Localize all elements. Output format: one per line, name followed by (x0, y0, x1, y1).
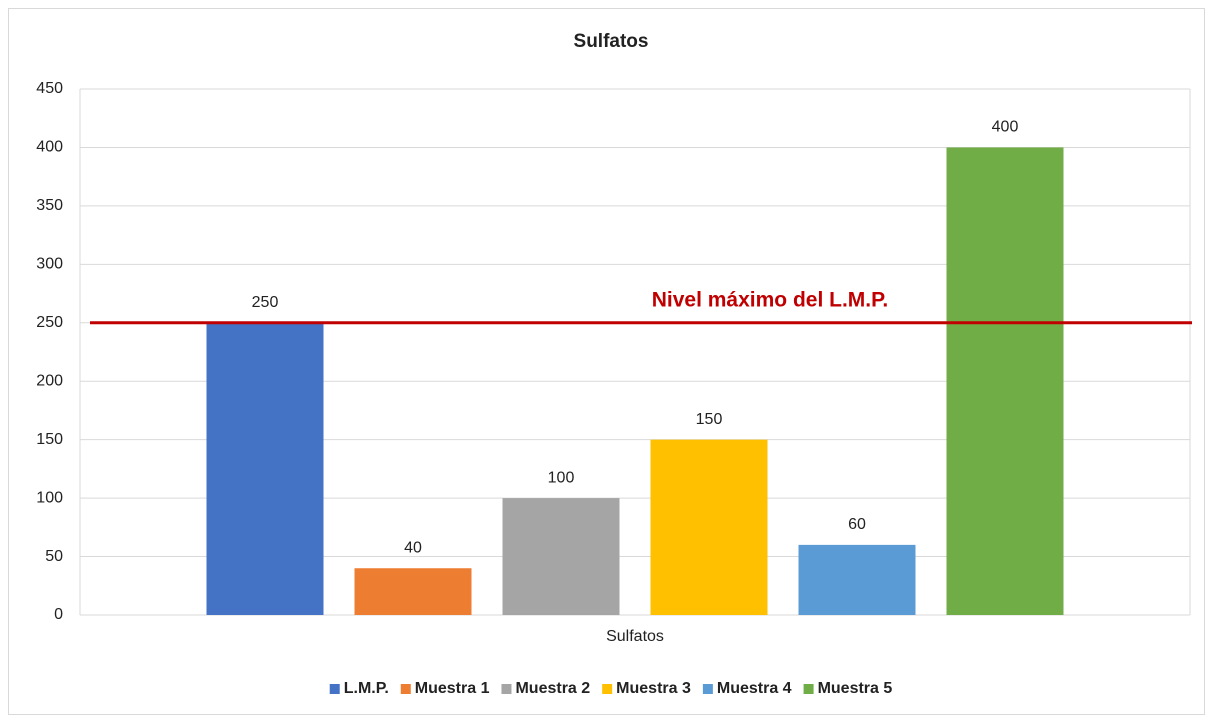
legend-label: Muestra 5 (818, 680, 893, 697)
data-label: 150 (696, 411, 723, 428)
y-tick-label: 200 (36, 372, 63, 389)
legend-swatch (702, 684, 713, 694)
bar (354, 568, 472, 615)
legend-swatch (329, 684, 340, 694)
data-label: 250 (252, 294, 279, 311)
bar (206, 322, 324, 615)
legend-swatch (501, 684, 512, 694)
data-label: 100 (548, 469, 575, 486)
data-label: 60 (848, 516, 866, 533)
legend-swatch (602, 684, 613, 694)
chart-title: Sulfatos (574, 31, 649, 52)
y-tick-label: 50 (45, 548, 63, 565)
y-tick-label: 150 (36, 431, 63, 448)
bar (650, 439, 768, 615)
legend-label: Muestra 2 (515, 680, 590, 697)
legend-label: Muestra 1 (415, 680, 490, 697)
y-tick-label: 0 (54, 606, 63, 623)
bar (946, 147, 1064, 615)
legend-label: Muestra 4 (717, 680, 792, 697)
x-tick-label: Sulfatos (606, 628, 664, 645)
data-label: 40 (404, 539, 422, 556)
annotation: Nivel máximo del L.M.P. (652, 288, 889, 311)
legend-label: Muestra 3 (616, 680, 691, 697)
legend-swatch (400, 684, 411, 694)
y-tick-label: 450 (36, 80, 63, 97)
y-tick-label: 250 (36, 314, 63, 331)
data-label: 400 (992, 119, 1019, 136)
y-tick-label: 400 (36, 139, 63, 156)
legend-label: L.M.P. (344, 680, 389, 697)
legend-swatch (803, 684, 814, 694)
y-tick-label: 300 (36, 256, 63, 273)
bar (502, 498, 620, 615)
bar (798, 544, 916, 615)
y-tick-label: 100 (36, 489, 63, 506)
y-tick-label: 350 (36, 197, 63, 214)
